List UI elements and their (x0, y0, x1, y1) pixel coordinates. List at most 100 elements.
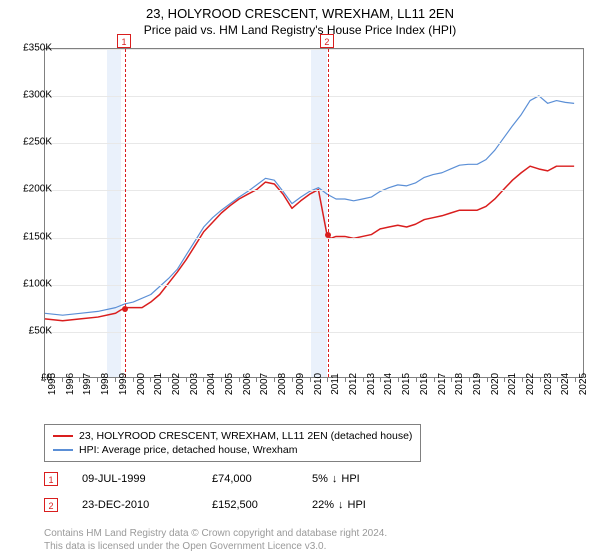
chart-plot-area (44, 48, 584, 378)
x-axis-label: 2018 (454, 373, 465, 395)
x-axis-label: 2004 (206, 373, 217, 395)
y-axis-label: £150K (23, 231, 52, 242)
title-block: 23, HOLYROOD CRESCENT, WREXHAM, LL11 2EN… (0, 0, 600, 37)
x-axis-label: 2015 (401, 373, 412, 395)
x-tick (380, 378, 381, 382)
sale-1-diff: 5% ↓ HPI (312, 473, 360, 485)
x-tick (469, 378, 470, 382)
x-axis-label: 2014 (383, 373, 394, 395)
sale-2-diff-arrow-icon: ↓ (338, 499, 344, 511)
x-tick (327, 378, 328, 382)
x-axis-label: 2016 (419, 373, 430, 395)
attribution: Contains HM Land Registry data © Crown c… (44, 528, 387, 553)
y-axis-label: £200K (23, 184, 52, 195)
x-axis-label: 1998 (100, 373, 111, 395)
x-tick (44, 378, 45, 382)
x-axis-label: 2010 (313, 373, 324, 395)
marker-dot (325, 232, 331, 238)
x-tick (416, 378, 417, 382)
x-tick (345, 378, 346, 382)
x-tick (168, 378, 169, 382)
marker-dash-line (328, 49, 329, 377)
x-axis-label: 2007 (259, 373, 270, 395)
chart-title: 23, HOLYROOD CRESCENT, WREXHAM, LL11 2EN (0, 6, 600, 21)
x-tick (133, 378, 134, 382)
legend-swatch (53, 449, 73, 451)
x-axis-label: 2000 (136, 373, 147, 395)
legend: 23, HOLYROOD CRESCENT, WREXHAM, LL11 2EN… (44, 424, 421, 462)
x-tick (186, 378, 187, 382)
legend-label: 23, HOLYROOD CRESCENT, WREXHAM, LL11 2EN… (79, 430, 412, 442)
x-axis-label: 1997 (82, 373, 93, 395)
x-tick (62, 378, 63, 382)
marker-dot (122, 306, 128, 312)
sale-1-diff-pct: 5% (312, 473, 328, 485)
x-axis-label: 2012 (348, 373, 359, 395)
x-axis-label: 2024 (560, 373, 571, 395)
x-axis-label: 2020 (490, 373, 501, 395)
marker-label-box: 1 (117, 34, 131, 48)
x-tick (434, 378, 435, 382)
sale-marker-1-badge: 1 (44, 472, 58, 486)
y-axis-label: £250K (23, 137, 52, 148)
x-tick (522, 378, 523, 382)
x-axis-label: 1999 (118, 373, 129, 395)
marker-dash-line (125, 49, 126, 377)
x-tick (398, 378, 399, 382)
x-tick (203, 378, 204, 382)
sale-1-price: £74,000 (212, 473, 312, 485)
chart-subtitle: Price paid vs. HM Land Registry's House … (0, 23, 600, 37)
x-tick (575, 378, 576, 382)
sale-1-date: 09-JUL-1999 (82, 473, 212, 485)
x-tick (150, 378, 151, 382)
x-axis-label: 2021 (507, 373, 518, 395)
x-axis-label: 2006 (242, 373, 253, 395)
legend-swatch (53, 435, 73, 437)
x-tick (487, 378, 488, 382)
sale-marker-2-badge: 2 (44, 498, 58, 512)
y-axis-label: £100K (23, 278, 52, 289)
x-tick (274, 378, 275, 382)
sale-1-diff-vs: HPI (341, 473, 359, 485)
x-tick (451, 378, 452, 382)
legend-row: HPI: Average price, detached house, Wrex… (53, 443, 412, 457)
x-tick (557, 378, 558, 382)
x-axis-label: 2001 (153, 373, 164, 395)
x-axis-label: 2005 (224, 373, 235, 395)
sale-2-diff-pct: 22% (312, 499, 334, 511)
attribution-line-2: This data is licensed under the Open Gov… (44, 541, 387, 554)
sale-1-diff-arrow-icon: ↓ (332, 473, 338, 485)
y-axis-label: £50K (29, 325, 52, 336)
x-axis-label: 1995 (47, 373, 58, 395)
x-axis-label: 2009 (295, 373, 306, 395)
legend-row: 23, HOLYROOD CRESCENT, WREXHAM, LL11 2EN… (53, 429, 412, 443)
x-tick (97, 378, 98, 382)
x-axis-label: 2022 (525, 373, 536, 395)
x-tick (504, 378, 505, 382)
x-tick (540, 378, 541, 382)
y-axis-label: £300K (23, 90, 52, 101)
sale-row-2: 2 23-DEC-2010 £152,500 22% ↓ HPI (44, 498, 584, 512)
x-axis-label: 2003 (189, 373, 200, 395)
sale-2-diff: 22% ↓ HPI (312, 499, 366, 511)
x-tick (239, 378, 240, 382)
sale-2-price: £152,500 (212, 499, 312, 511)
x-tick (292, 378, 293, 382)
x-axis-label: 2017 (437, 373, 448, 395)
x-axis-label: 1996 (65, 373, 76, 395)
x-tick (79, 378, 80, 382)
x-tick (256, 378, 257, 382)
x-axis-label: 2025 (578, 373, 589, 395)
x-axis-label: 2011 (330, 373, 341, 395)
x-tick (221, 378, 222, 382)
x-axis-label: 2002 (171, 373, 182, 395)
marker-label-box: 2 (320, 34, 334, 48)
y-axis-label: £350K (23, 43, 52, 54)
x-axis-label: 2013 (366, 373, 377, 395)
x-tick (115, 378, 116, 382)
attribution-line-1: Contains HM Land Registry data © Crown c… (44, 528, 387, 541)
sale-2-diff-vs: HPI (348, 499, 366, 511)
x-axis-label: 2019 (472, 373, 483, 395)
x-axis-label: 2023 (543, 373, 554, 395)
x-tick (363, 378, 364, 382)
